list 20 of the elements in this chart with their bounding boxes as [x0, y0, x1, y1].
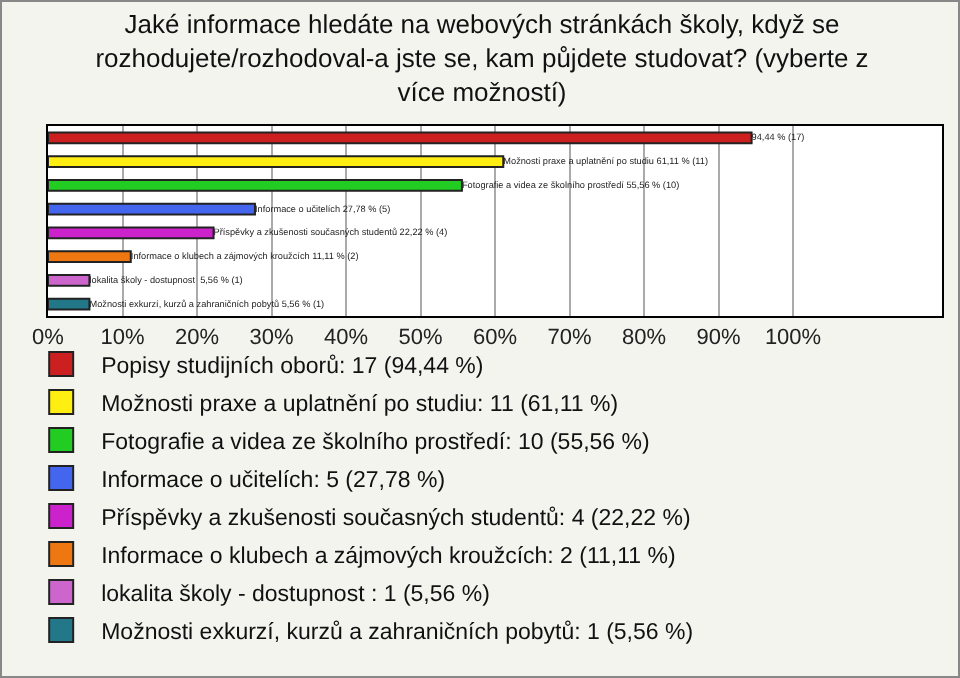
legend-label: lokalita školy - dostupnost : 1 (5,56 %) — [101, 582, 491, 607]
legend-label: Možnosti praxe a uplatnění po studiu: 11 (61,11 %) — [101, 392, 619, 417]
legend-label: Popisy studijních oborů: 17 (94,44 %) — [101, 352, 484, 379]
legend-label: Informace o učitelích: 5 (27,78 %) — [101, 468, 446, 493]
x-tick-label: 90% — [696, 326, 741, 351]
x-tick-label: 70% — [547, 326, 592, 351]
x-tick-label: 100% — [764, 326, 822, 351]
x-tick-label: 50% — [398, 326, 443, 351]
x-tick-label: 20% — [174, 326, 220, 351]
legend-label: Fotografie a videa ze školního prostředí: 10 (55,56 %) — [101, 430, 650, 455]
x-tick-label: 60% — [472, 326, 518, 351]
legend-label: Informace o klubech a zájmových kroužcích: 2 (11,11 %) — [101, 544, 676, 569]
x-tick-label: 80% — [621, 326, 667, 351]
x-tick-label: 0% — [32, 326, 65, 351]
x-tick-label: 10% — [100, 326, 145, 351]
chart-title: Jaké informace hledáte na webových stránkách školy, když se rozhodujete/rozhodoval-a jste se, kam půjdete studovat? (vyberte z více možností) — [95, 9, 869, 107]
legend-label: Příspěvky a zkušenosti současných studentů: 4 (22,22 %) — [101, 504, 691, 531]
legend-label: Možnosti exkurzí, kurzů a zahraničních pobytů: 1 (5,56 %) — [101, 618, 694, 645]
x-tick-label: 40% — [323, 326, 369, 351]
x-tick-label: 30% — [249, 326, 294, 351]
